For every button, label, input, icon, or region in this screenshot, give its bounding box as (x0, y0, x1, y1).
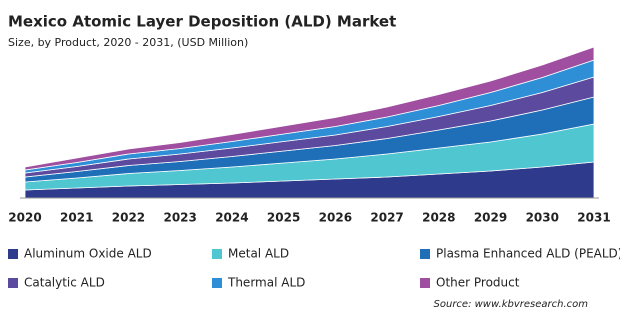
legend-label: Other Product (436, 276, 520, 290)
legend-swatch (420, 249, 430, 259)
legend-swatch (420, 278, 430, 288)
x-tick-label: 2028 (422, 211, 455, 225)
legend-swatch (8, 278, 18, 288)
x-tick-label: 2026 (319, 211, 352, 225)
x-tick-label: 2031 (577, 211, 610, 225)
x-tick-label: 2022 (112, 211, 145, 225)
chart-title: Mexico Atomic Layer Deposition (ALD) Mar… (8, 13, 396, 31)
x-tick-label: 2021 (60, 211, 93, 225)
x-tick-label: 2029 (474, 211, 507, 225)
x-tick-label: 2027 (370, 211, 403, 225)
legend-swatch (212, 278, 222, 288)
x-tick-label: 2025 (267, 211, 300, 225)
x-tick-label: 2020 (8, 211, 41, 225)
area (24, 46, 595, 171)
legend-swatch (8, 249, 18, 259)
chart-subtitle: Size, by Product, 2020 - 2031, (USD Mill… (8, 36, 248, 49)
x-tick-label: 2024 (215, 211, 248, 225)
legend-label: Thermal ALD (227, 276, 305, 290)
x-tick-label: 2030 (526, 211, 559, 225)
legend-label: Catalytic ALD (24, 276, 105, 290)
legend-label: Aluminum Oxide ALD (24, 247, 152, 261)
legend-swatch (212, 249, 222, 259)
source: Source: www.kbvresearch.com (434, 299, 589, 310)
x-tick-label: 2023 (163, 211, 196, 225)
legend-label: Plasma Enhanced ALD (PEALD) (436, 247, 620, 261)
legend-label: Metal ALD (228, 247, 289, 261)
